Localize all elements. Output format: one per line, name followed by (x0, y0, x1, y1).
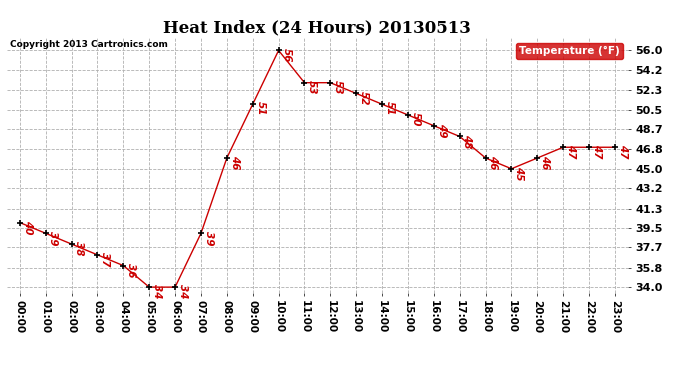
Text: 51: 51 (255, 101, 266, 116)
Text: 39: 39 (204, 231, 214, 245)
Text: 56: 56 (282, 48, 291, 62)
Text: 48: 48 (462, 134, 473, 148)
Text: 46: 46 (489, 155, 498, 170)
Text: 37: 37 (100, 252, 110, 267)
Text: 47: 47 (618, 144, 628, 159)
Text: 39: 39 (48, 231, 59, 245)
Text: 36: 36 (126, 263, 136, 278)
Text: 46: 46 (230, 155, 239, 170)
Text: 34: 34 (178, 284, 188, 299)
Legend: Temperature (°F): Temperature (°F) (515, 43, 622, 59)
Text: Copyright 2013 Cartronics.com: Copyright 2013 Cartronics.com (10, 40, 168, 49)
Text: 50: 50 (411, 112, 421, 127)
Title: Heat Index (24 Hours) 20130513: Heat Index (24 Hours) 20130513 (164, 19, 471, 36)
Text: 47: 47 (566, 144, 576, 159)
Text: 49: 49 (437, 123, 446, 138)
Text: 51: 51 (385, 101, 395, 116)
Text: 46: 46 (540, 155, 550, 170)
Text: 40: 40 (23, 220, 32, 234)
Text: 53: 53 (333, 80, 343, 94)
Text: 34: 34 (152, 284, 162, 299)
Text: 45: 45 (514, 166, 524, 180)
Text: 38: 38 (75, 241, 84, 256)
Text: 53: 53 (307, 80, 317, 94)
Text: 52: 52 (359, 91, 369, 105)
Text: 47: 47 (592, 144, 602, 159)
